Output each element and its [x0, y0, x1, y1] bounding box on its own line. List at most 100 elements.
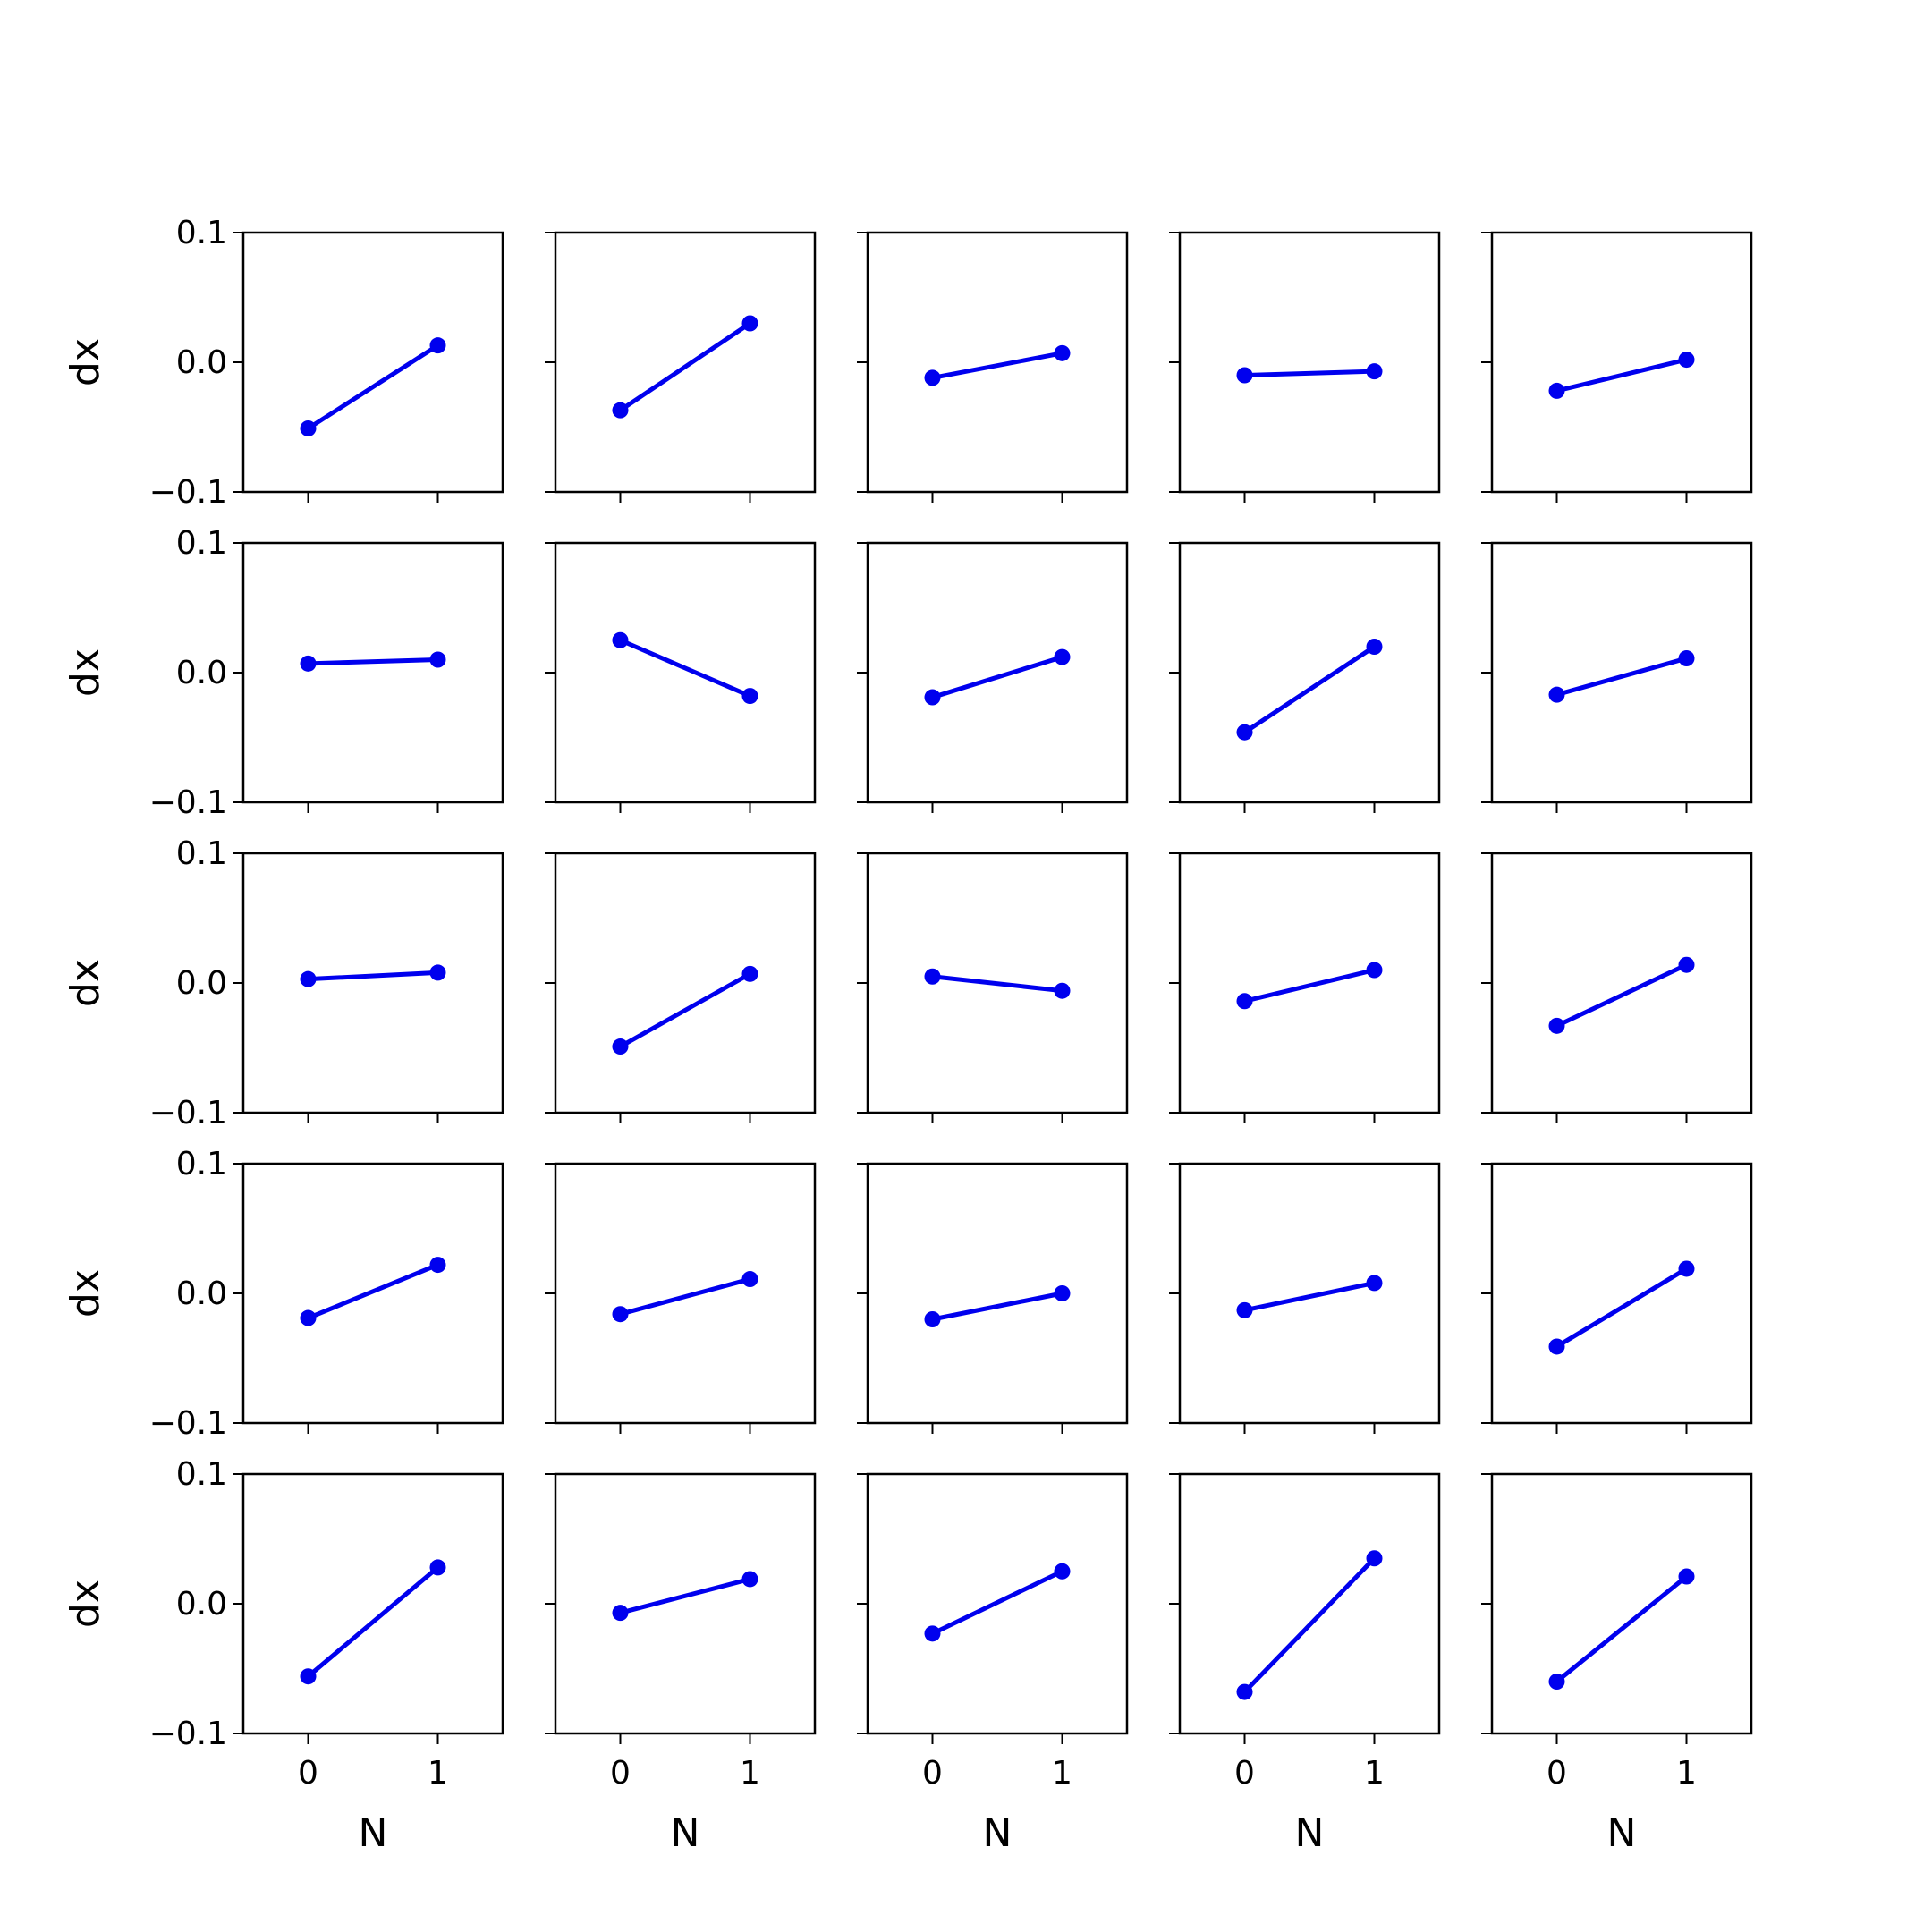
subplot-r4-c3-series-line	[1242, 1555, 1377, 1695]
subplot-r3-c1-point-0	[612, 1306, 629, 1323]
subplot-r1-c3-frame	[1178, 541, 1441, 804]
subplot-r0-c4-point-0	[1548, 382, 1565, 399]
subplot-r2-c1-series-line	[618, 971, 752, 1049]
subplot-r4-c0-ytick-label-0: −0.1	[149, 1716, 227, 1752]
subplot-r3-c1-point-1	[741, 1271, 758, 1288]
subplot-r3-c0-ytick-label-2: 0.1	[176, 1146, 227, 1182]
subplot-r2-c2-frame	[866, 852, 1129, 1114]
subplot-r2-c0-series-line	[306, 970, 440, 982]
subplot-r4-c3-xtick-label-0: 0	[1234, 1755, 1255, 1792]
subplot-r3-c1	[545, 1162, 817, 1434]
subplot-r2-c0-ytick-label-2: 0.1	[176, 835, 227, 872]
subplot-r0-c2-series-line	[930, 351, 1064, 380]
subplot-r1-c3-series-line	[1242, 644, 1377, 735]
subplot-r2-c1-point-0	[612, 1038, 629, 1055]
subplot-r4-c1-frame	[554, 1472, 817, 1735]
subplot-r4-c0: −0.1 0.0 0.1 dx 0 1 N	[63, 1456, 504, 1856]
subplot-r1-c1-point-0	[612, 631, 629, 648]
subplot-r4-c4: 0 1 N	[1481, 1472, 1753, 1856]
subplot-r1-c2-point-0	[924, 689, 941, 706]
subplot-r2-c2-point-1	[1054, 982, 1071, 999]
subplot-r4-c1-point-1	[741, 1571, 758, 1588]
subplot-r4-c1: 0 1 N	[545, 1472, 817, 1856]
subplot-r4-c4-series-line	[1555, 1574, 1689, 1684]
subplot-r4-c1-point-0	[612, 1605, 629, 1622]
subplot-r2-c3-frame	[1178, 852, 1441, 1114]
subplot-r1-c2-frame	[866, 541, 1129, 804]
subplot-r0-c1	[545, 231, 817, 503]
subplot-r3-c2-point-0	[924, 1311, 941, 1327]
subplot-r4-c0-xtick-label-0: 0	[298, 1755, 318, 1792]
subplot-r4-c0-xlabel: N	[359, 1810, 388, 1856]
subplot-r4-c4-point-0	[1548, 1674, 1565, 1690]
subplot-r0-c0-ylabel: dx	[63, 338, 108, 386]
subplot-r4-c2-frame	[866, 1472, 1129, 1735]
subplot-r3-c3	[1169, 1162, 1441, 1434]
subplot-r0-c2-point-1	[1054, 344, 1071, 361]
subplot-r3-c1-frame	[554, 1162, 817, 1425]
subplot-r0-c0-series-line	[306, 343, 440, 431]
subplot-r1-c0-ytick-label-2: 0.1	[176, 525, 227, 562]
subplot-r3-c0-ytick-label-1: 0.0	[176, 1275, 227, 1312]
subplot-r4-c2-xtick-label-1: 1	[1052, 1755, 1072, 1792]
subplot-r2-c4-point-1	[1678, 956, 1695, 973]
subplot-r4-c2-xlabel: N	[983, 1810, 1013, 1856]
subplot-r0-c1-point-1	[741, 315, 758, 332]
subplot-r1-c2-series-line	[930, 655, 1064, 700]
subplot-r0-c2-point-0	[924, 369, 941, 386]
subplot-r2-c1-point-1	[741, 965, 758, 982]
subplot-r0-c3	[1169, 231, 1441, 503]
subplot-r3-c2-frame	[866, 1162, 1129, 1425]
subplot-r4-c0-ytick-label-2: 0.1	[176, 1456, 227, 1493]
subplot-r2-c3	[1169, 852, 1441, 1123]
subplot-r4-c0-xtick-label-1: 1	[428, 1755, 448, 1792]
subplot-r0-c0-point-0	[300, 419, 317, 436]
subplot-r3-c3-point-0	[1236, 1301, 1253, 1318]
subplot-r4-c4-point-1	[1678, 1568, 1695, 1585]
subplot-r3-c0-point-0	[300, 1309, 317, 1326]
subplot-r0-c0-ytick-label-0: −0.1	[149, 474, 227, 511]
subplot-r0-c1-frame	[554, 231, 817, 494]
subplot-r0-c0-frame	[242, 231, 504, 494]
subplot-r1-c4-point-1	[1678, 650, 1695, 667]
subplot-r0-c1-series-line	[618, 321, 752, 413]
subplot-r3-c4-point-0	[1548, 1338, 1565, 1355]
subplot-r3-c0-ylabel: dx	[63, 1269, 108, 1318]
subplot-r1-c0: −0.1 0.0 0.1 dx	[63, 525, 504, 821]
subplot-r2-c4-series-line	[1555, 962, 1689, 1029]
subplot-r1-c4-point-0	[1548, 686, 1565, 703]
subplot-r4-c1-series-line	[618, 1576, 752, 1615]
subplot-r3-c4	[1481, 1162, 1753, 1434]
subplot-r2-c0: −0.1 0.0 0.1 dx	[63, 835, 504, 1131]
subplot-r1-c2	[857, 541, 1129, 813]
subplot-r3-c0-ytick-label-0: −0.1	[149, 1405, 227, 1442]
subplot-r3-c3-frame	[1178, 1162, 1441, 1425]
subplot-r4-c4-xtick-label-0: 0	[1546, 1755, 1567, 1792]
subplot-r4-c3-frame	[1178, 1472, 1441, 1735]
subplot-r2-c3-point-0	[1236, 993, 1253, 1010]
subplot-r0-c3-frame	[1178, 231, 1441, 494]
subplot-r3-c2-series-line	[930, 1291, 1064, 1322]
subplot-r3-c4-series-line	[1555, 1266, 1689, 1349]
subplot-r2-c0-ylabel: dx	[63, 959, 108, 1007]
subplot-r3-c3-point-1	[1366, 1275, 1383, 1292]
subplot-r0-c4-series-line	[1555, 357, 1689, 394]
subplot-r0-c3-point-0	[1236, 367, 1253, 384]
subplot-r0-c1-point-0	[612, 402, 629, 419]
subplot-r0-c0-ytick-label-2: 0.1	[176, 215, 227, 251]
subplot-r2-c2-point-0	[924, 968, 941, 985]
subplot-r3-c3-series-line	[1242, 1280, 1377, 1313]
subplot-r4-c4-xlabel: N	[1607, 1810, 1637, 1856]
subplot-r0-c4-frame	[1490, 231, 1753, 494]
subplot-r4-c3-point-1	[1366, 1550, 1383, 1567]
subplot-r3-c0: −0.1 0.0 0.1 dx	[63, 1146, 504, 1442]
subplot-r2-c3-point-1	[1366, 962, 1383, 979]
subplot-r4-c0-point-1	[429, 1559, 446, 1576]
subplot-r3-c1-series-line	[618, 1276, 752, 1317]
subplot-r4-c4-xtick-label-1: 1	[1676, 1755, 1697, 1792]
subplot-r4-c3-xtick-label-1: 1	[1364, 1755, 1385, 1792]
subplot-r3-c2-point-1	[1054, 1285, 1071, 1301]
subplot-r4-c0-ytick-label-1: 0.0	[176, 1586, 227, 1623]
subplot-r0-c4	[1481, 231, 1753, 503]
